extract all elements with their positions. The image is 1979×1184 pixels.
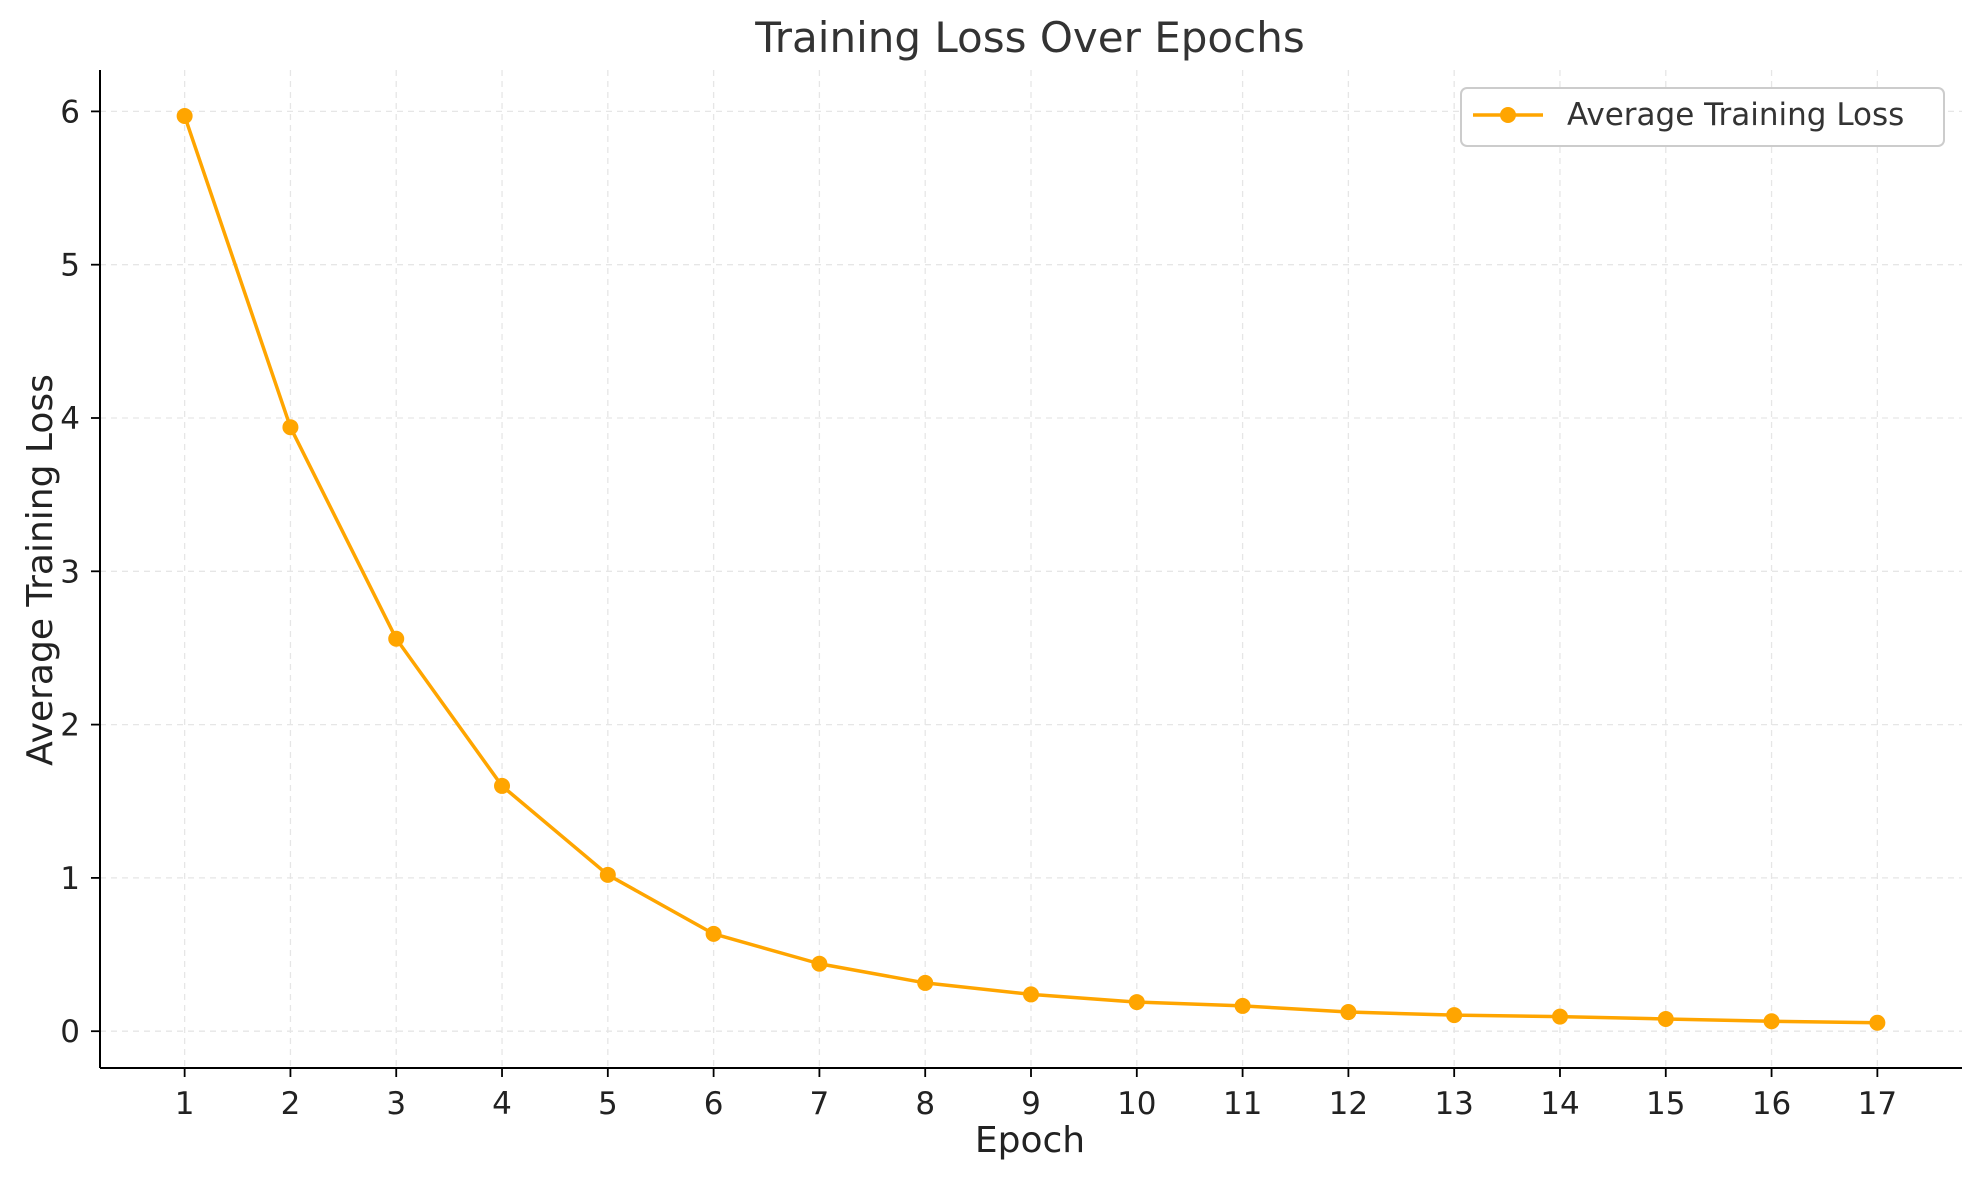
data-point (388, 630, 405, 647)
data-point (176, 107, 193, 124)
x-tick-label: 12 (1329, 1086, 1368, 1122)
axes (91, 70, 1962, 1077)
data-point (1340, 1004, 1357, 1021)
data-point (1551, 1008, 1568, 1025)
y-tick-label: 1 (60, 861, 80, 897)
y-axis-label: Average Training Loss (20, 374, 61, 766)
data-point (917, 974, 934, 991)
data-point (1657, 1010, 1674, 1027)
data-point (1763, 1013, 1780, 1030)
y-tick-label: 2 (60, 708, 80, 744)
y-tick-label: 3 (60, 554, 80, 590)
x-tick-label: 3 (386, 1086, 406, 1122)
y-tick-label: 0 (60, 1014, 80, 1050)
data-point (1869, 1014, 1886, 1031)
chart-title: Training Loss Over Epochs (754, 13, 1304, 62)
x-tick-label: 10 (1117, 1086, 1156, 1122)
legend-label: Average Training Loss (1567, 97, 1904, 133)
x-tick-label: 7 (810, 1086, 830, 1122)
data-point (705, 925, 722, 942)
grid (100, 70, 1962, 1068)
y-tick-label: 5 (60, 248, 80, 284)
x-tick-label: 6 (704, 1086, 724, 1122)
x-tick-label: 5 (598, 1086, 618, 1122)
data-point (1446, 1007, 1463, 1024)
data-point (811, 955, 828, 972)
x-tick-label: 17 (1858, 1086, 1897, 1122)
data-point (494, 777, 511, 794)
x-tick-label: 8 (915, 1086, 935, 1122)
y-tick-label: 4 (60, 401, 80, 437)
x-tick-label: 14 (1540, 1086, 1579, 1122)
data-point (282, 419, 299, 436)
x-tick-label: 13 (1434, 1086, 1473, 1122)
x-tick-label: 16 (1752, 1086, 1791, 1122)
legend-marker-swatch (1500, 107, 1516, 123)
legend: Average Training Loss (1460, 87, 1945, 147)
x-tick-label: 15 (1646, 1086, 1685, 1122)
x-tick-label: 2 (281, 1086, 301, 1122)
data-point (599, 866, 616, 883)
series-layer (176, 107, 1886, 1031)
y-tick-label: 6 (60, 94, 80, 130)
x-tick-label: 4 (492, 1086, 512, 1122)
x-tick-label: 11 (1223, 1086, 1262, 1122)
data-point (1128, 994, 1145, 1011)
x-tick-label: 1 (175, 1086, 195, 1122)
x-axis-label: Epoch (975, 1120, 1085, 1161)
x-tick-label: 9 (1021, 1086, 1041, 1122)
data-point (1023, 986, 1039, 1003)
legend-box (1460, 87, 1945, 147)
data-point (1234, 997, 1251, 1014)
